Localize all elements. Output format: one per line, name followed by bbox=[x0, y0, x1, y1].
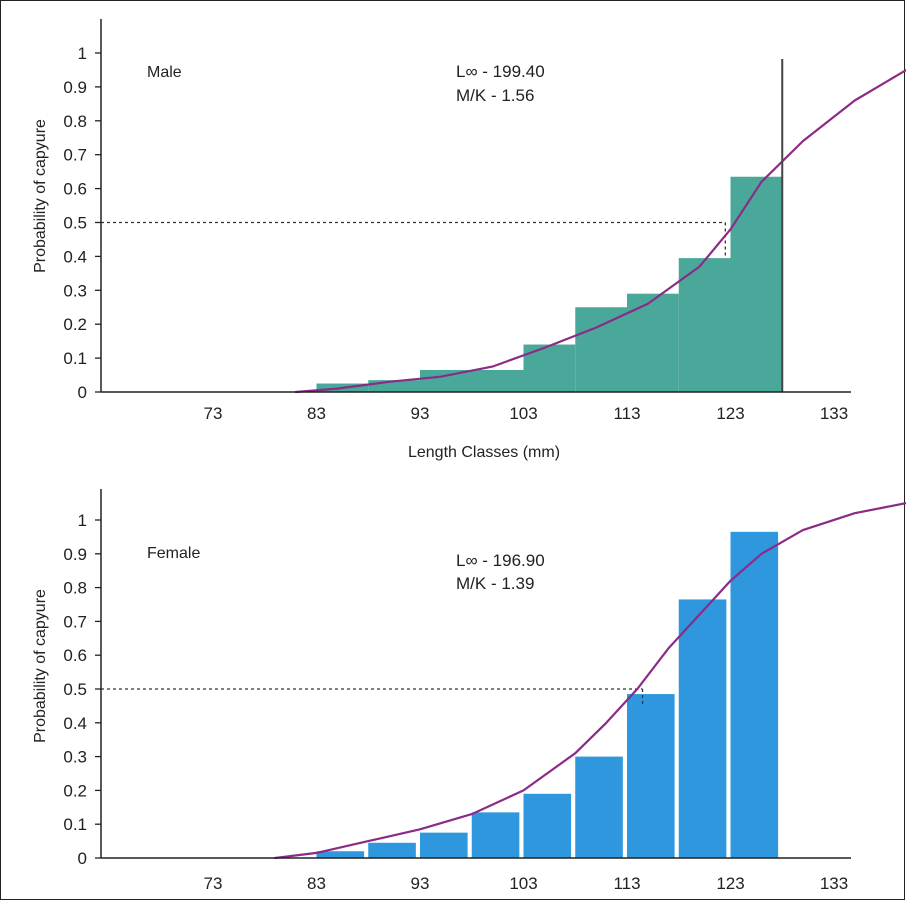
male-y-tick-label-8: 0.8 bbox=[63, 112, 87, 131]
male-y-tick-label-3: 0.3 bbox=[63, 281, 87, 300]
male-x-tick-label-3: 103 bbox=[509, 404, 537, 423]
male-y-tick-label-10: 1 bbox=[78, 44, 87, 63]
male-y-tick-label-0: 0 bbox=[78, 383, 87, 402]
male-bar-7 bbox=[730, 176, 783, 392]
female-y-tick-label-4: 0.4 bbox=[63, 714, 87, 733]
male-ticks: 0 0.1 0.2 0.3 0.4 0.5 0.6 0.7 0.8 0.9 1 73 83 93 103 11… bbox=[63, 44, 848, 423]
female-y-tick-label-5: 0.5 bbox=[63, 680, 87, 699]
female-panel: 0 0.1 0.2 0.3 0.4 0.5 0.6 0.7 0.8 0.9 1 73 83 93 103 11… bbox=[32, 489, 906, 893]
male-x-tick-label-4: 113 bbox=[613, 404, 640, 423]
male-y-tick-label-1: 0.1 bbox=[63, 349, 87, 368]
female-bar-1 bbox=[368, 842, 416, 858]
male-y-tick-label-2: 0.2 bbox=[63, 315, 87, 334]
female-x-tick-label-0: 73 bbox=[204, 874, 223, 893]
female-x-tick-label-6: 133 bbox=[820, 874, 848, 893]
male-x-tick-label-1: 83 bbox=[307, 404, 326, 423]
male-curve-layer bbox=[101, 68, 906, 394]
male-x-tick-label-0: 73 bbox=[204, 404, 223, 423]
male-mk-annotation: M/K - 1.56 bbox=[456, 86, 534, 105]
male-bar-5 bbox=[627, 293, 679, 392]
female-bar-7 bbox=[678, 599, 727, 858]
female-x-tick-label-4: 113 bbox=[613, 874, 640, 893]
male-bars bbox=[316, 176, 783, 392]
female-y-tick-label-2: 0.2 bbox=[63, 781, 87, 800]
female-x-tick-label-3: 103 bbox=[509, 874, 537, 893]
female-panel-label: Female bbox=[147, 545, 200, 562]
male-x-tick-label-2: 93 bbox=[411, 404, 430, 423]
female-y-tick-label-9: 0.9 bbox=[63, 545, 87, 564]
male-y-tick-label-6: 0.6 bbox=[63, 180, 87, 199]
female-y-tick-label-1: 0.1 bbox=[63, 815, 87, 834]
female-x-tick-label-1: 83 bbox=[307, 874, 326, 893]
female-axes bbox=[100, 489, 851, 859]
female-x-tick-label-2: 93 bbox=[411, 874, 430, 893]
female-selectivity-curve bbox=[274, 502, 906, 860]
female-x-tick-label-5: 123 bbox=[716, 874, 744, 893]
female-bar-8 bbox=[730, 531, 779, 858]
female-y-tick-label-0: 0 bbox=[78, 849, 87, 868]
male-x-tick-label-6: 133 bbox=[820, 404, 848, 423]
female-y-tick-label-8: 0.8 bbox=[63, 579, 87, 598]
male-y-tick-label-9: 0.9 bbox=[63, 78, 87, 97]
female-mk-annotation: M/K - 1.39 bbox=[456, 574, 534, 593]
female-y-tick-label-6: 0.6 bbox=[63, 646, 87, 665]
male-x-axis-label: Length Classes (mm) bbox=[408, 444, 560, 461]
male-bar-6 bbox=[678, 258, 731, 392]
female-ticks: 0 0.1 0.2 0.3 0.4 0.5 0.6 0.7 0.8 0.9 1 73 83 93 103 11… bbox=[63, 511, 848, 893]
female-y-tick-label-7: 0.7 bbox=[63, 612, 87, 631]
male-panel-label: Male bbox=[147, 64, 182, 81]
female-y-tick-label-3: 0.3 bbox=[63, 748, 87, 767]
female-linf-annotation: L∞ - 196.90 bbox=[456, 551, 545, 570]
male-selectivity-curve bbox=[294, 68, 906, 394]
female-y-axis-label: Probability of capyure bbox=[32, 589, 49, 743]
male-y-tick-label-4: 0.4 bbox=[63, 247, 87, 266]
male-panel: 0 0.1 0.2 0.3 0.4 0.5 0.6 0.7 0.8 0.9 1 73 83 93 103 11… bbox=[32, 19, 906, 461]
male-axes bbox=[100, 19, 851, 393]
female-bars bbox=[316, 531, 779, 858]
male-bar-4 bbox=[575, 307, 627, 392]
female-bar-5 bbox=[575, 756, 623, 858]
male-y-axis-label: Probability of capyure bbox=[32, 119, 49, 273]
male-bar-1 bbox=[368, 380, 420, 392]
male-y-tick-label-7: 0.7 bbox=[63, 146, 87, 165]
male-x-tick-label-5: 123 bbox=[716, 404, 744, 423]
female-bar-0 bbox=[316, 851, 365, 858]
male-y-tick-label-5: 0.5 bbox=[63, 214, 87, 233]
female-bar-4 bbox=[523, 793, 572, 858]
female-bar-6 bbox=[627, 694, 675, 858]
male-linf-annotation: L∞ - 199.40 bbox=[456, 62, 545, 81]
female-bar-3 bbox=[471, 812, 520, 858]
female-curve-layer bbox=[101, 502, 906, 860]
female-y-tick-label-10: 1 bbox=[78, 511, 87, 530]
female-bar-2 bbox=[420, 832, 468, 858]
male-bar-2 bbox=[420, 369, 524, 392]
